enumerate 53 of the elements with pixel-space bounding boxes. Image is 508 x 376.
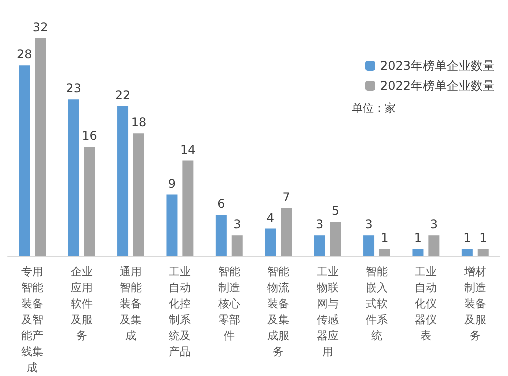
x-tick-label: 工业自动化控制系统及产品	[169, 266, 192, 358]
data-label: 7	[282, 190, 290, 204]
bar	[364, 236, 375, 256]
bar	[314, 236, 326, 256]
bar	[68, 100, 80, 256]
x-tick-label: 工业物联网与传感器应用	[316, 266, 339, 358]
data-label: 3	[234, 218, 242, 232]
data-label: 9	[168, 176, 176, 191]
data-label: 16	[82, 129, 98, 144]
bar	[216, 215, 227, 256]
data-label: 28	[16, 48, 32, 62]
bar	[330, 222, 342, 256]
data-label: 14	[180, 142, 196, 157]
data-label: 6	[218, 197, 226, 212]
data-label: 4	[266, 210, 274, 225]
bar	[19, 66, 30, 256]
data-label: 32	[32, 20, 48, 34]
bar	[462, 249, 473, 256]
x-tick-label: 智能物流装备及集成服务	[268, 266, 290, 358]
bar	[379, 249, 390, 256]
data-label: 23	[66, 82, 82, 96]
data-label: 1	[464, 231, 472, 246]
x-tick-label: 智能嵌入式软件系统	[366, 266, 388, 342]
data-label: 3	[430, 218, 438, 232]
bar	[182, 160, 194, 256]
bar	[84, 147, 96, 256]
x-tick-label: 增材制造装备及服务	[463, 266, 486, 342]
bar	[428, 236, 440, 256]
x-tick-label: 工业自动化仪器仪表	[415, 266, 438, 342]
legend-label: 2022年榜单企业数量	[380, 79, 496, 93]
data-label: 3	[365, 218, 373, 232]
bar	[232, 236, 243, 256]
bar	[265, 228, 276, 256]
x-tick-label: 专用智能装备及智能产线集成	[22, 266, 44, 374]
annotation: 单位：家	[352, 102, 396, 115]
bar	[478, 249, 489, 256]
bar	[412, 249, 424, 256]
data-label: 3	[316, 218, 324, 232]
x-tick-label: 企业应用软件及服务	[70, 266, 93, 342]
data-label: 5	[332, 204, 340, 218]
x-tick-label: 通用智能装备及集成	[120, 266, 142, 342]
bar	[166, 194, 178, 256]
x-tick-label: 智能制造核心零部件	[217, 266, 240, 342]
data-label: 22	[115, 88, 131, 102]
data-label: 1	[381, 231, 389, 246]
data-label: 1	[480, 231, 488, 246]
bar	[118, 106, 129, 256]
legend-label: 2023年榜单企业数量	[380, 59, 496, 73]
bar	[281, 208, 292, 256]
bar	[133, 134, 144, 256]
data-label: 1	[414, 231, 422, 246]
data-label: 18	[131, 116, 147, 130]
bar	[35, 38, 46, 256]
